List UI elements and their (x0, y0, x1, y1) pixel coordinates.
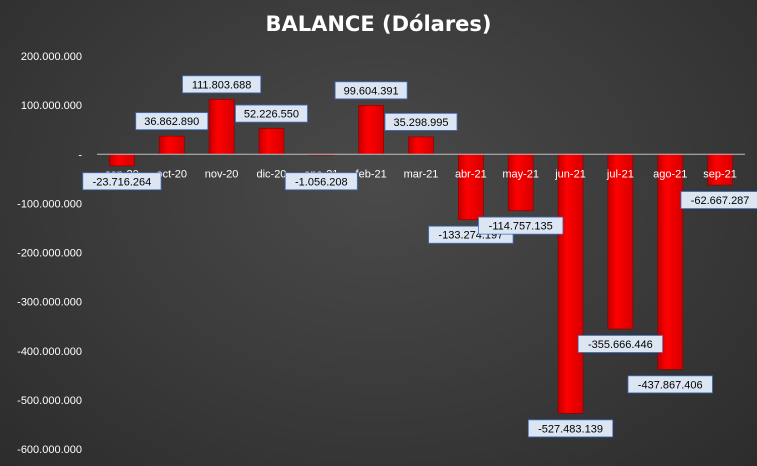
y-tick-label: -300.000.000 (17, 297, 82, 309)
data-label: -527.483.139 (527, 419, 614, 438)
x-tick-label: nov-20 (205, 168, 239, 180)
bar (458, 153, 484, 221)
data-label-text: 35.298.995 (393, 117, 448, 129)
bar (408, 136, 434, 155)
x-tick-label: mar-21 (404, 168, 439, 180)
bar (557, 153, 584, 414)
bar (109, 153, 135, 167)
y-tick-label: -500.000.000 (17, 395, 82, 407)
data-label-text: 99.604.391 (344, 85, 399, 97)
data-label: -1.056.208 (284, 172, 358, 191)
x-tick-label: may-21 (502, 168, 539, 180)
y-tick-label: 200.000.000 (21, 51, 82, 63)
data-label-text: -23.716.264 (93, 176, 152, 188)
x-tick-label: jul-21 (606, 168, 634, 180)
data-label-text: 36.862.890 (144, 116, 199, 128)
data-label-text: -355.666.446 (588, 339, 653, 351)
chart-title: BALANCE (Dólares) (265, 12, 492, 36)
data-label-box (627, 375, 713, 394)
x-tick-label: abr-21 (455, 168, 487, 180)
data-label-box (334, 81, 408, 100)
y-tick-label: -100.000.000 (17, 198, 82, 210)
bar (358, 105, 384, 155)
data-label: -355.666.446 (577, 335, 663, 353)
y-tick-label: 100.000.000 (21, 100, 82, 112)
y-tick-label: -200.000.000 (17, 248, 82, 260)
bar (657, 153, 684, 370)
data-label-text: -437.867.406 (638, 379, 703, 391)
data-label: 99.604.391 (334, 81, 408, 100)
bar (208, 99, 235, 155)
bar (607, 153, 634, 330)
data-label: 111.803.688 (182, 75, 262, 94)
data-label-box (82, 172, 162, 191)
data-label-box (135, 112, 209, 131)
bar (258, 128, 285, 155)
data-label-box (577, 335, 663, 353)
data-label-box (182, 75, 262, 94)
y-tick-label: - (78, 149, 82, 161)
bar (507, 153, 534, 211)
data-label: -62.667.287 (680, 191, 757, 209)
x-tick-label: sep-21 (703, 168, 737, 180)
data-label-text: 52.226.550 (244, 109, 299, 121)
bar (158, 135, 185, 155)
data-label: -437.867.406 (627, 375, 713, 394)
data-label-box (478, 216, 564, 235)
data-label-text: -62.667.287 (691, 195, 750, 207)
data-label-text: 111.803.688 (192, 79, 252, 91)
data-label-box (235, 104, 308, 123)
data-label-text: -114.757.135 (489, 221, 553, 233)
data-label: 52.226.550 (235, 104, 308, 123)
data-label: 35.298.995 (384, 113, 458, 131)
x-tick-label: oct-20 (156, 168, 187, 180)
y-tick-label: -600.000.000 (17, 444, 82, 456)
data-label-box (384, 113, 458, 131)
data-label-text: -527.483.139 (538, 423, 603, 435)
data-label: -114.757.135 (478, 216, 564, 235)
x-tick-label: ago-21 (653, 168, 687, 180)
data-label-box (527, 419, 614, 438)
data-label-box (284, 172, 358, 191)
data-label-text: -1.056.208 (295, 176, 348, 188)
data-label: 36.862.890 (135, 112, 209, 131)
x-tick-label: jun-21 (554, 168, 586, 180)
data-label-box (680, 191, 757, 209)
data-label: -23.716.264 (82, 172, 162, 191)
x-tick-label: feb-21 (356, 168, 387, 180)
x-tick-label: dic-20 (256, 168, 286, 180)
y-tick-label: -400.000.000 (17, 346, 82, 358)
